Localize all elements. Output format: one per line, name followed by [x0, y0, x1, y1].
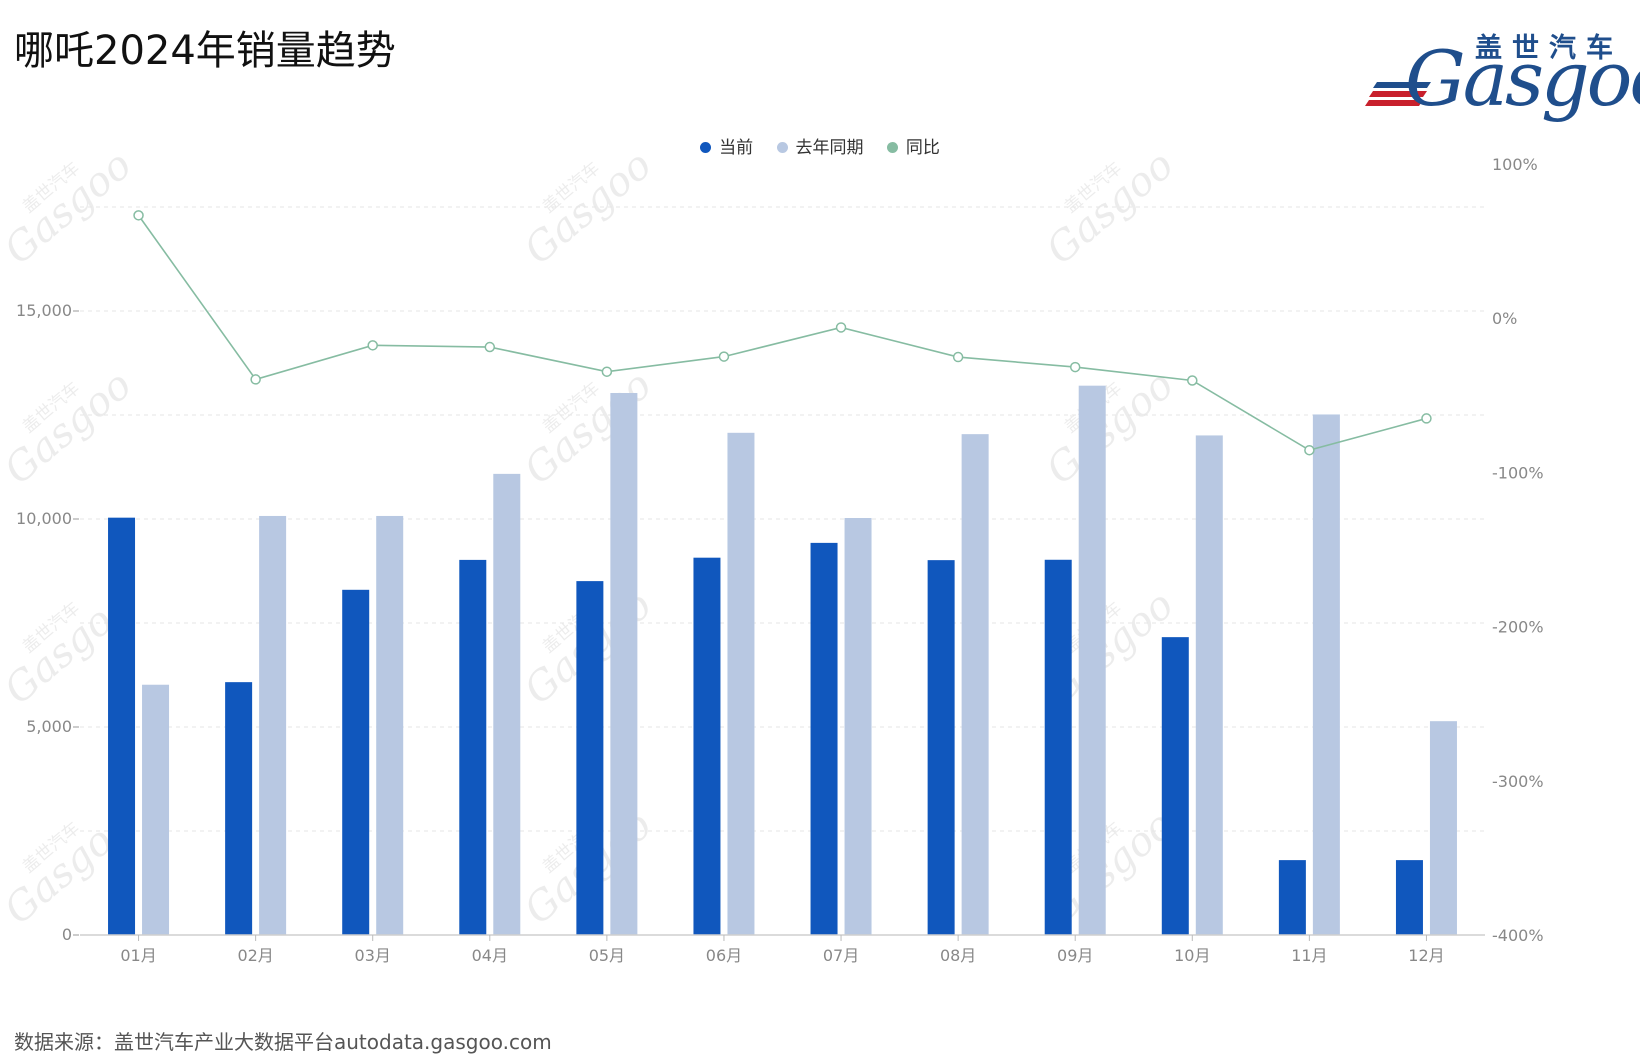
yoy-point — [1187, 375, 1198, 386]
legend-label-yoy: 同比 — [905, 138, 940, 158]
bar-current — [576, 581, 604, 935]
yoy-point — [250, 374, 261, 385]
bar-last-year — [1312, 414, 1340, 935]
x-tick-label: 04月 — [472, 946, 508, 965]
logo-en-text: Gasgoo — [1405, 34, 1640, 123]
yoy-point — [718, 351, 730, 362]
legend-dot-yoy — [886, 142, 898, 153]
bar-last-year — [376, 515, 404, 935]
yoy-line — [137, 214, 1427, 452]
y-right-tick-label: -200% — [1492, 618, 1544, 637]
bar-current — [1044, 559, 1072, 935]
bar-last-year — [142, 684, 170, 935]
logo-stripes-icon — [1365, 82, 1431, 106]
x-tick-label: 09月 — [1057, 946, 1093, 965]
chart-title: 哪吒2024年销量趋势 — [14, 28, 396, 74]
yoy-point — [1421, 413, 1432, 424]
yoy-point — [952, 351, 964, 363]
x-tick-label: 01月 — [120, 946, 156, 965]
y-left-tick-label: 15,000 — [16, 301, 72, 320]
bar-last-year — [961, 434, 989, 935]
legend-dot-current — [700, 142, 712, 153]
x-tick-label: 10月 — [1174, 946, 1210, 965]
x-tick-label: 06月 — [706, 946, 742, 965]
bar-current — [459, 559, 487, 935]
bar-last-year — [1429, 721, 1457, 935]
yoy-line-layer — [133, 210, 1432, 456]
bar-current — [225, 682, 253, 935]
axes-layer: 0 5,000 10,000 15,000 -400% -300% -200% -100% 0%… — [16, 155, 1544, 965]
bar-current — [693, 557, 721, 935]
x-tick-label: 02月 — [237, 946, 273, 965]
bar-current — [1161, 637, 1189, 935]
logo-cn-text: 盖世汽车 — [1475, 33, 1623, 64]
bar-last-year — [844, 518, 872, 935]
bar-current — [342, 589, 370, 935]
bar-current — [810, 542, 838, 935]
yoy-point — [367, 340, 378, 351]
yoy-point — [133, 210, 144, 221]
y-right-tick-label: -100% — [1492, 463, 1544, 482]
bar-current — [1395, 860, 1423, 935]
legend-label-last-year: 去年同期 — [795, 138, 864, 158]
bar-last-year — [610, 392, 638, 935]
yoy-point — [1304, 444, 1315, 456]
y-right-tick-label: 0% — [1492, 309, 1517, 328]
x-tick-label: 05月 — [589, 946, 625, 965]
bar-current — [108, 517, 136, 935]
legend-label-current: 当前 — [719, 138, 754, 158]
bar-last-year — [259, 515, 287, 935]
bar-last-year — [1078, 385, 1106, 935]
gasgoo-logo: 盖世汽车 Gasgoo — [1365, 22, 1640, 123]
yoy-point — [1069, 361, 1081, 373]
x-tick-label: 12月 — [1408, 946, 1444, 965]
y-right-tick-label: -400% — [1492, 926, 1544, 945]
y-left-tick-label: 10,000 — [16, 509, 72, 528]
grid-layer — [80, 206, 1485, 832]
legend-item-yoy[interactable]: 同比 — [886, 133, 940, 158]
bar-current — [927, 560, 955, 935]
yoy-point — [484, 341, 496, 353]
x-tick-label: 07月 — [823, 946, 859, 965]
legend-dot-last-year — [776, 142, 788, 153]
y-left-tick-label: 0 — [62, 925, 72, 944]
legend: 当前 去年同期 同比 — [0, 133, 1640, 158]
x-tick-label: 11月 — [1291, 946, 1327, 965]
data-source: 数据来源：盖世汽车产业大数据平台autodata.gasgoo.com — [14, 1030, 552, 1054]
bar-last-year — [727, 432, 755, 935]
bar-last-year — [1195, 435, 1223, 935]
y-left-tick-label: 5,000 — [26, 717, 72, 736]
legend-item-last-year[interactable]: 去年同期 — [776, 133, 864, 158]
bar-last-year — [493, 473, 521, 935]
bars-layer — [108, 385, 1457, 935]
yoy-point — [601, 366, 613, 377]
yoy-point — [835, 322, 847, 333]
legend-item-current[interactable]: 当前 — [700, 133, 753, 158]
bar-current — [1278, 860, 1306, 935]
y-right-tick-label: 100% — [1492, 155, 1538, 174]
x-tick-label: 08月 — [940, 946, 976, 965]
x-tick-label: 03月 — [355, 946, 391, 965]
y-right-tick-label: -300% — [1492, 772, 1544, 791]
